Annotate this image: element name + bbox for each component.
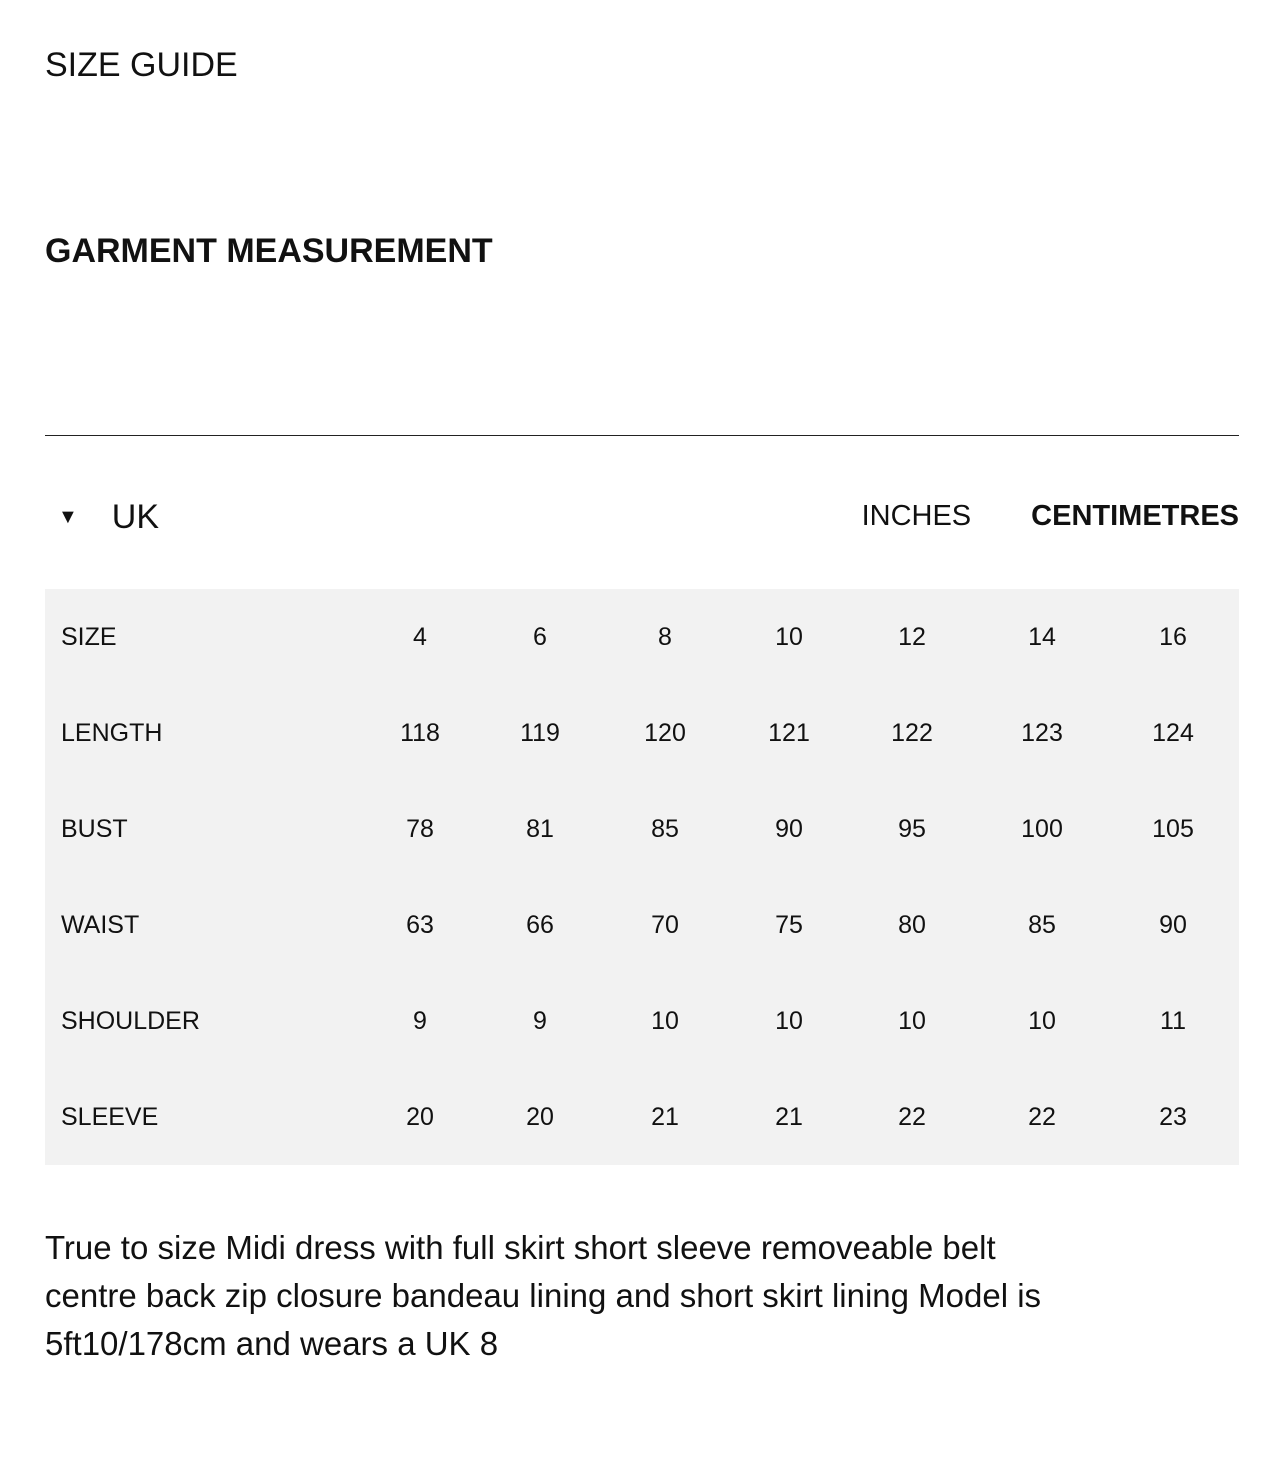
table-cell: 90 (1159, 910, 1187, 939)
table-cell: 80 (898, 910, 926, 939)
table-cell: 75 (775, 910, 803, 939)
table-cell: 12 (898, 622, 926, 651)
table-row: SHOULDER 9 9 10 10 10 10 11 (45, 973, 1239, 1069)
table-cell: 22 (1028, 1102, 1056, 1131)
table-cell: 100 (1021, 814, 1063, 843)
region-dropdown[interactable]: ▼ UK (58, 498, 159, 537)
table-row: SIZE 4 6 8 10 12 14 16 (45, 589, 1239, 685)
row-label: SIZE (61, 622, 117, 651)
row-label: SLEEVE (61, 1102, 159, 1131)
table-row: BUST 78 81 85 90 95 100 105 (45, 781, 1239, 877)
table-cell: 81 (526, 814, 554, 843)
size-table: SIZE 4 6 8 10 12 14 16 LENGTH 118 119 120 121 122 123 1… (45, 589, 1239, 1165)
row-label: SHOULDER (61, 1006, 200, 1035)
table-cell: 66 (526, 910, 554, 939)
unit-centimetres[interactable]: CENTIMETRES (1031, 500, 1239, 532)
region-label: UK (111, 498, 160, 536)
table-cell: 6 (533, 622, 547, 651)
table-cell: 118 (400, 718, 440, 747)
table-row: SLEEVE 20 20 21 21 22 22 23 (45, 1069, 1239, 1165)
table-cell: 21 (651, 1102, 679, 1131)
table-cell: 10 (775, 622, 803, 651)
table-cell: 10 (1028, 1006, 1056, 1035)
table-cell: 90 (775, 814, 803, 843)
table-cell: 4 (413, 622, 427, 651)
row-label: WAIST (61, 910, 140, 939)
table-cell: 8 (658, 622, 672, 651)
table-cell: 11 (1160, 1006, 1186, 1035)
table-cell: 10 (775, 1006, 803, 1035)
unit-toggle: INCHES CENTIMETRES (862, 500, 1239, 533)
table-cell: 124 (1152, 718, 1194, 747)
table-cell: 85 (651, 814, 679, 843)
table-cell: 70 (651, 910, 679, 939)
table-row: LENGTH 118 119 120 121 122 123 124 (45, 685, 1239, 781)
table-cell: 9 (533, 1006, 547, 1035)
table-cell: 63 (406, 910, 434, 939)
page-title: SIZE GUIDE (45, 46, 238, 84)
table-cell: 14 (1028, 622, 1056, 651)
table-cell: 78 (406, 814, 434, 843)
table-cell: 119 (520, 718, 560, 747)
divider (45, 435, 1239, 436)
table-cell: 21 (775, 1102, 803, 1131)
unit-inches[interactable]: INCHES (861, 500, 972, 532)
table-cell: 95 (898, 814, 926, 843)
product-description: True to size Midi dress with full skirt … (45, 1229, 1042, 1362)
table-cell: 22 (898, 1102, 926, 1131)
row-label: BUST (61, 814, 128, 843)
table-row: WAIST 63 66 70 75 80 85 90 (45, 877, 1239, 973)
table-cell: 20 (406, 1102, 434, 1131)
table-cell: 120 (644, 718, 686, 747)
table-cell: 123 (1021, 718, 1063, 747)
table-cell: 20 (526, 1102, 554, 1131)
table-cell: 122 (891, 718, 933, 747)
table-cell: 85 (1028, 910, 1056, 939)
triangle-down-icon: ▼ (58, 506, 78, 528)
table-cell: 23 (1159, 1102, 1187, 1131)
table-cell: 9 (413, 1006, 427, 1035)
table-cell: 121 (768, 718, 810, 747)
row-label: LENGTH (61, 718, 163, 747)
section-heading: GARMENT MEASUREMENT (45, 232, 493, 270)
table-cell: 10 (898, 1006, 926, 1035)
table-cell: 16 (1159, 622, 1187, 651)
table-cell: 10 (651, 1006, 679, 1035)
table-cell: 105 (1152, 814, 1194, 843)
